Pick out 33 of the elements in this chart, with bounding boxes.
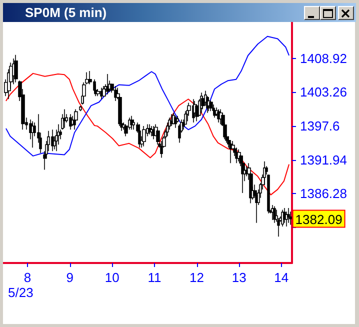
- annotation: 1382.09: [295, 212, 342, 227]
- candlestick: [170, 114, 173, 126]
- line-series: [5, 36, 290, 156]
- candlestick: [79, 105, 82, 112]
- candlestick: [289, 211, 292, 226]
- candlestick: [178, 124, 181, 144]
- y-tick-label: 1397.6: [300, 118, 340, 134]
- x-tick-label: 10: [104, 270, 120, 285]
- y-tick-label: 1386.28: [300, 186, 347, 202]
- y-tick-label: 1391.94: [300, 152, 347, 168]
- candlestick: [285, 211, 288, 227]
- candlestick: [142, 126, 146, 147]
- x-tick-label: 12: [190, 270, 204, 285]
- candlestick: [273, 206, 276, 224]
- candlestick: [63, 108, 66, 128]
- y-tick-label: 1403.26: [300, 84, 347, 100]
- line-series: [5, 72, 290, 196]
- chart-title: SP0M (5 min): [25, 5, 107, 20]
- x-tick-label: 9: [66, 270, 74, 285]
- text: 5/23: [8, 285, 34, 300]
- x-tick-label: 11: [148, 270, 162, 285]
- candlestick: [47, 130, 50, 152]
- x-tick-label: 14: [274, 270, 289, 285]
- candlestick: [51, 129, 54, 152]
- candlestick: [152, 126, 155, 140]
- candlestick: [69, 114, 72, 130]
- y-tick-label: 1408.92: [300, 50, 347, 66]
- candlestick: [283, 208, 286, 224]
- candlestick: [174, 115, 177, 128]
- x-tick-label: 8: [24, 270, 32, 285]
- candlestick: [287, 208, 290, 224]
- x-tick-label: 13: [232, 270, 246, 285]
- candlestick: [61, 114, 64, 130]
